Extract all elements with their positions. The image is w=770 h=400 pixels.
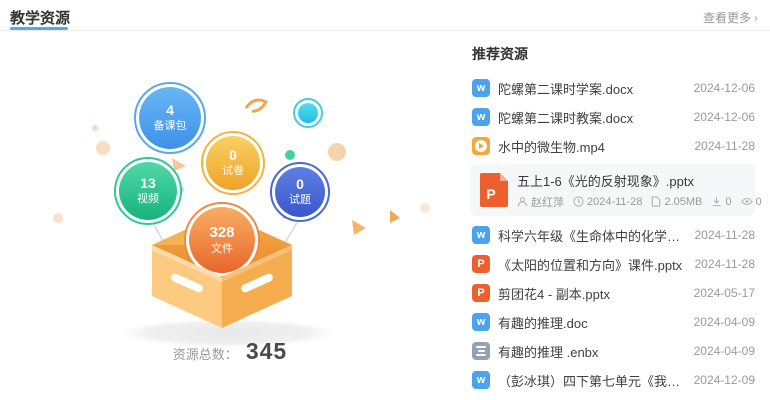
page-header: 教学资源 查看更多 › [0, 0, 770, 31]
upload-date-meta: 2024-11-28 [573, 196, 642, 208]
resource-date: 2024-11-28 [694, 228, 756, 242]
video-file-icon [472, 137, 490, 155]
stat-label: 备课包 [153, 119, 187, 132]
author-meta: 赵红萍 [517, 194, 564, 210]
confetti-triangle [390, 210, 400, 223]
clock-icon [573, 196, 584, 207]
resource-date: 2024-11-28 [694, 139, 756, 153]
stat-count: 13 [140, 175, 156, 192]
stat-bubble-questions: 0 试题 [270, 162, 330, 222]
confetti-dot [53, 213, 63, 223]
word-file-icon: w [472, 371, 490, 389]
filesize-value: 2.05MB [664, 195, 703, 208]
confetti-triangle [352, 220, 366, 235]
resource-date: 2024-12-06 [693, 110, 755, 124]
confetti-dot [420, 203, 430, 213]
stat-count: 0 [296, 176, 304, 193]
stat-bubble-test-papers: 0 试卷 [201, 131, 265, 195]
word-file-icon: w [472, 79, 490, 97]
confetti-dot [328, 143, 346, 161]
resource-list-item[interactable]: 有趣的推理 .enbx 2024-04-09 [470, 340, 755, 362]
ppt-file-icon: P [472, 284, 490, 302]
whiteboard-file-icon [472, 342, 490, 360]
resource-name: 陀螺第二课时学案.docx [498, 81, 634, 97]
stat-count: 328 [209, 223, 235, 241]
resource-name: 有趣的推理 .enbx [498, 344, 599, 360]
download-icon [712, 196, 721, 207]
stat-bubble-files: 328 文件 [184, 202, 260, 278]
resource-illustration: 4 备课包 0 试卷 13 视频 0 试题 328 文件 资源总数： 345 [0, 30, 460, 400]
resource-list-item[interactable]: w 有趣的推理.doc 2024-04-09 [470, 311, 755, 333]
word-file-icon: w [472, 313, 490, 331]
resource-total: 资源总数： 345 [0, 338, 460, 365]
resource-date: 2024-04-09 [693, 315, 755, 329]
stat-count: 0 [229, 147, 237, 164]
confetti-curl [244, 98, 269, 113]
view-more-link[interactable]: 查看更多 › [703, 9, 758, 26]
page-title: 教学资源 [10, 10, 71, 27]
resource-name: 科学六年级《生命体中的化学变化》作业设计.... [498, 228, 685, 244]
resource-list-item[interactable]: 水中的微生物.mp4 2024-11-28 [470, 135, 755, 157]
stat-label: 试卷 [222, 164, 244, 177]
confetti-triangle [172, 158, 186, 171]
title-active-underline [10, 27, 68, 30]
stat-label: 试题 [289, 193, 311, 206]
resource-list-item[interactable]: P 剪团花4 - 副本.pptx 2024-05-17 [470, 282, 755, 304]
resource-date: 2024-04-09 [693, 344, 755, 358]
filesize-meta: 2.05MB [651, 196, 702, 208]
resource-name: 有趣的推理.doc [498, 315, 588, 331]
views-meta: 0 [740, 195, 762, 208]
eye-icon [740, 197, 753, 206]
stat-label: 视频 [137, 192, 159, 205]
resource-total-label: 资源总数： [172, 347, 238, 362]
confetti-dot [92, 125, 98, 131]
resource-date: 2024-12-06 [693, 81, 755, 95]
downloads-meta: 0 [711, 195, 732, 208]
filesize-icon [652, 196, 661, 207]
ppt-file-icon: P [472, 255, 490, 273]
resource-total-value: 345 [245, 338, 288, 364]
resource-name: 水中的微生物.mp4 [498, 139, 605, 155]
decor-bubble [293, 98, 323, 128]
stat-bubble-lesson-packs: 4 备课包 [134, 82, 206, 154]
resource-list-item[interactable]: P 《太阳的位置和方向》课件.pptx 2024-11-28 [470, 253, 755, 275]
views-count: 0 [755, 195, 762, 208]
recommended-title: 推荐资源 [472, 46, 528, 62]
upload-date: 2024-11-28 [587, 195, 643, 208]
view-more-label: 查看更多 [702, 11, 751, 25]
resource-card-expanded[interactable]: P 五上1-6《光的反射现象》.pptx 赵红萍 2024-11-28 2.05… [470, 164, 762, 216]
resource-date: 2024-12-09 [693, 373, 755, 387]
author-name: 赵红萍 [531, 196, 564, 209]
recommended-resources-panel: 推荐资源 w 陀螺第二课时学案.docx 2024-12-06 w 陀螺第二课时… [460, 30, 770, 400]
author-icon [517, 197, 528, 207]
word-file-icon: w [472, 108, 490, 126]
resource-date: 2024-11-28 [694, 257, 756, 271]
resource-date: 2024-05-17 [693, 286, 755, 300]
resource-list-item[interactable]: w 科学六年级《生命体中的化学变化》作业设计.... 2024-11-28 [470, 224, 755, 246]
svg-text:P: P [486, 186, 495, 202]
word-file-icon: w [472, 226, 490, 244]
confetti-dot [96, 141, 110, 155]
resource-list-item[interactable]: w 陀螺第二课时学案.docx 2024-12-06 [470, 77, 755, 99]
resource-name: 五上1-6《光的反射现象》.pptx [517, 173, 694, 189]
resource-name: 剪团花4 - 副本.pptx [498, 286, 610, 302]
resource-name: 《太阳的位置和方向》课件.pptx [498, 257, 683, 273]
stat-label: 文件 [211, 242, 233, 255]
ppt-file-icon: P [480, 173, 508, 207]
stat-count: 4 [166, 102, 174, 119]
downloads-count: 0 [725, 195, 732, 208]
resource-name: （彭冰琪）四下第七单元《我的“自画像”》... [498, 373, 684, 389]
resource-list-item[interactable]: w 陀螺第二课时教案.docx 2024-12-06 [470, 106, 755, 128]
resource-name: 陀螺第二课时教案.docx [498, 110, 634, 126]
chevron-right-icon: › [754, 10, 758, 25]
confetti-dot [285, 150, 295, 160]
stat-bubble-videos: 13 视频 [114, 157, 182, 225]
resource-list-item[interactable]: w （彭冰琪）四下第七单元《我的“自画像”》... 2024-12-09 [470, 369, 755, 391]
